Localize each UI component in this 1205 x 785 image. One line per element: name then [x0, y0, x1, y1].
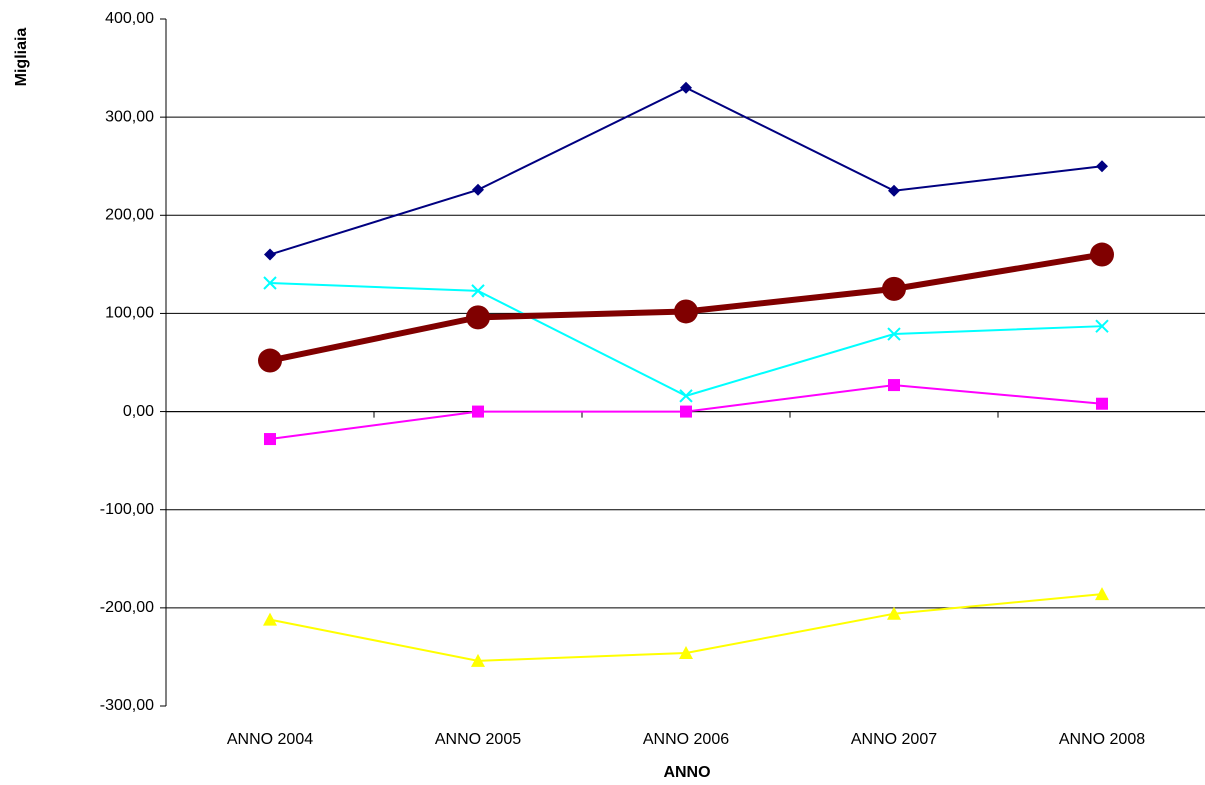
- x-tick-label: ANNO 2007: [851, 731, 937, 748]
- y-tick-label: -300,00: [100, 697, 154, 714]
- circle-marker: [674, 299, 698, 324]
- diamond-marker: [888, 184, 900, 197]
- triangle-marker: [1095, 587, 1109, 601]
- y-tick-label: 300,00: [105, 108, 154, 125]
- x-marker: [1095, 319, 1109, 333]
- square-marker: [888, 379, 900, 392]
- square-marker: [472, 405, 484, 418]
- diamond-marker: [1096, 160, 1108, 173]
- x-marker: [263, 276, 277, 290]
- triangle-marker: [887, 606, 901, 620]
- x-marker: [887, 327, 901, 341]
- square-marker: [1096, 397, 1108, 410]
- series-line: [269, 86, 1103, 256]
- circle-marker: [1090, 242, 1114, 267]
- y-tick-label: -100,00: [100, 501, 154, 518]
- y-tick-label: 100,00: [105, 305, 154, 322]
- x-tick-label: ANNO 2004: [227, 731, 313, 748]
- x-axis-label: ANNO: [663, 764, 710, 781]
- y-tick-label: -200,00: [100, 599, 154, 616]
- y-axis-label: Migliaia: [13, 28, 30, 87]
- diamond-marker: [264, 248, 276, 261]
- x-marker: [679, 389, 693, 403]
- x-marker: [471, 284, 485, 298]
- triangle-marker: [471, 653, 485, 667]
- square-marker: [680, 405, 692, 418]
- triangle-marker: [679, 646, 693, 660]
- square-marker: [264, 433, 276, 446]
- x-tick-label: ANNO 2008: [1059, 731, 1145, 748]
- x-tick-label: ANNO 2006: [643, 731, 729, 748]
- circle-marker: [466, 305, 490, 330]
- y-tick-label: 400,00: [105, 10, 154, 27]
- circle-marker: [258, 348, 282, 373]
- x-tick-label: ANNO 2005: [435, 731, 521, 748]
- diamond-marker: [680, 81, 692, 94]
- y-tick-label: 0,00: [123, 403, 154, 420]
- circle-marker: [882, 276, 906, 301]
- y-tick-label: 200,00: [105, 207, 154, 224]
- triangle-marker: [263, 612, 277, 626]
- diamond-marker: [472, 183, 484, 196]
